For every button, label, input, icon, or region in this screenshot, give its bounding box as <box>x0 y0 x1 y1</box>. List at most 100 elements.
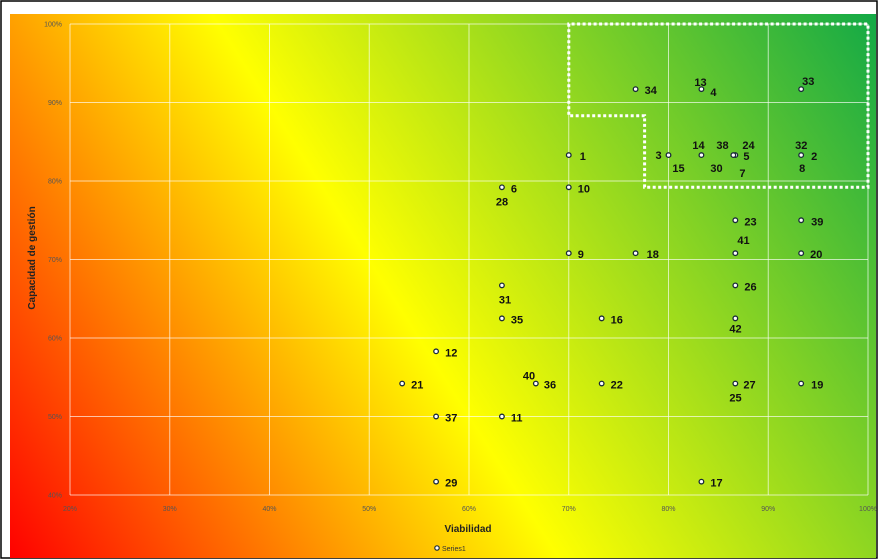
data-point <box>565 152 572 159</box>
data-label-24: 24 <box>742 140 755 152</box>
data-point <box>798 86 805 93</box>
data-label-22: 22 <box>611 380 623 392</box>
data-label-9: 9 <box>578 249 584 261</box>
data-label-2: 2 <box>811 151 817 163</box>
data-label-6: 6 <box>511 183 517 195</box>
data-point <box>532 380 539 387</box>
data-point <box>598 315 605 322</box>
data-label-28: 28 <box>496 196 508 208</box>
data-point <box>698 478 705 485</box>
x-tick-label: 30% <box>163 506 177 513</box>
y-tick-label: 40% <box>48 493 62 500</box>
data-label-32: 32 <box>795 140 807 152</box>
y-tick-label: 50% <box>48 414 62 421</box>
data-label-3: 3 <box>656 150 662 162</box>
data-point <box>632 86 639 93</box>
data-label-15: 15 <box>672 163 684 175</box>
y-tick-label: 90% <box>48 100 62 107</box>
x-tick-label: 80% <box>661 506 675 513</box>
legend-marker <box>434 545 440 551</box>
legend-label: Series1 <box>442 546 466 553</box>
data-point <box>433 348 440 355</box>
data-point <box>732 282 739 289</box>
data-point <box>665 152 672 159</box>
y-tick-label: 70% <box>48 257 62 264</box>
data-label-11: 11 <box>511 413 523 425</box>
data-point <box>698 86 705 93</box>
data-label-41: 41 <box>737 235 749 247</box>
x-tick-label: 60% <box>462 506 476 513</box>
data-point <box>565 184 572 191</box>
data-label-13: 13 <box>694 77 706 89</box>
x-tick-label: 90% <box>761 506 775 513</box>
data-label-37: 37 <box>445 413 457 425</box>
data-point <box>732 250 739 257</box>
data-label-7: 7 <box>739 168 745 180</box>
data-point <box>732 315 739 322</box>
data-point <box>798 380 805 387</box>
data-point <box>798 217 805 224</box>
data-label-30: 30 <box>710 163 722 175</box>
x-tick-label: 70% <box>562 506 576 513</box>
data-point <box>698 152 705 159</box>
x-tick-label: 40% <box>262 506 276 513</box>
data-label-19: 19 <box>811 380 823 392</box>
y-axis-title: Capacidad de gestión <box>27 206 38 309</box>
data-label-1: 1 <box>580 151 586 163</box>
data-label-25: 25 <box>729 393 741 405</box>
data-label-17: 17 <box>710 478 722 490</box>
data-point <box>632 250 639 257</box>
data-point <box>732 380 739 387</box>
y-tick-label: 80% <box>48 179 62 186</box>
data-label-29: 29 <box>445 478 457 490</box>
tick-labels: 20% 30% 40% 50% 60% 70% 80% 90% 100% 40% 50% 60% 70%… <box>44 22 877 514</box>
data-label-16: 16 <box>611 314 623 326</box>
plot-area-background <box>10 14 876 558</box>
data-label-27: 27 <box>743 380 755 392</box>
data-label-14: 14 <box>692 140 705 152</box>
data-label-33: 33 <box>802 76 814 88</box>
x-tick-label: 50% <box>362 506 376 513</box>
data-label-39: 39 <box>811 216 823 228</box>
data-label-34: 34 <box>645 85 658 97</box>
data-point <box>433 478 440 485</box>
data-label-8: 8 <box>799 163 805 175</box>
data-label-31: 31 <box>499 294 511 306</box>
data-label-35: 35 <box>511 314 523 326</box>
data-point <box>498 315 505 322</box>
data-label-40: 40 <box>523 371 535 383</box>
y-tick-label: 60% <box>48 336 62 343</box>
data-label-42: 42 <box>729 323 741 335</box>
data-point <box>730 152 737 159</box>
x-tick-label: 100% <box>859 506 877 513</box>
x-tick-label: 20% <box>63 506 77 513</box>
y-tick-label: 100% <box>44 22 62 29</box>
data-points <box>399 86 805 485</box>
highlight-region <box>567 22 870 189</box>
data-point <box>798 250 805 257</box>
data-label-4: 4 <box>710 87 717 99</box>
data-point <box>433 413 440 420</box>
legend: Series1 <box>434 545 466 553</box>
data-point <box>598 380 605 387</box>
data-label-36: 36 <box>544 380 556 392</box>
data-label-20: 20 <box>810 249 822 261</box>
data-label-12: 12 <box>445 347 457 359</box>
data-point <box>498 282 505 289</box>
data-label-26: 26 <box>744 281 756 293</box>
data-point <box>498 184 505 191</box>
data-point <box>732 217 739 224</box>
data-point <box>565 250 572 257</box>
x-axis-title: Viabilidad <box>444 524 491 535</box>
data-label-23: 23 <box>744 216 756 228</box>
data-label-18: 18 <box>647 249 659 261</box>
data-label-5: 5 <box>743 151 749 163</box>
top-right-highlight-border <box>567 22 870 189</box>
data-point <box>498 413 505 420</box>
data-label-38: 38 <box>716 140 728 152</box>
data-label-10: 10 <box>578 183 590 195</box>
data-point <box>798 152 805 159</box>
